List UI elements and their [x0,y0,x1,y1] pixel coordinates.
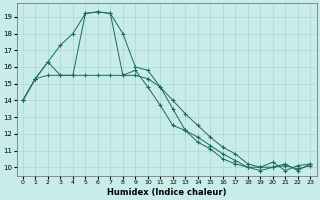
X-axis label: Humidex (Indice chaleur): Humidex (Indice chaleur) [107,188,226,197]
